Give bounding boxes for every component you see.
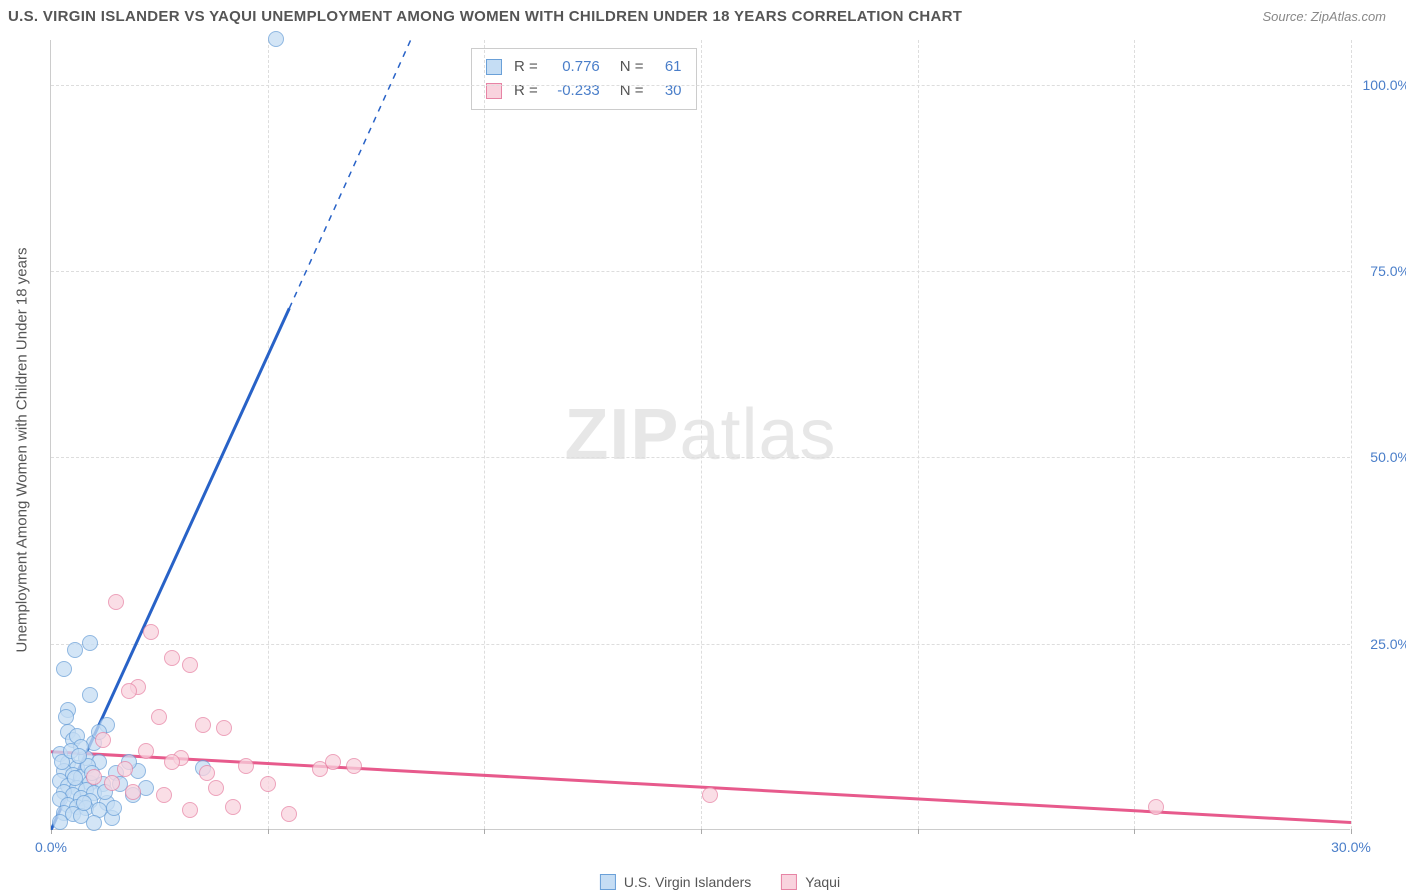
data-point <box>260 776 276 792</box>
data-point <box>117 761 133 777</box>
data-point <box>1148 799 1164 815</box>
stat-r-value: 0.776 <box>546 55 600 79</box>
stat-r-label: R = <box>514 79 538 103</box>
data-point <box>281 806 297 822</box>
x-tick-mark <box>918 829 919 834</box>
x-tick-mark <box>51 829 52 834</box>
data-point <box>238 758 254 774</box>
data-point <box>268 31 284 47</box>
data-point <box>82 687 98 703</box>
legend-item: U.S. Virgin Islanders <box>600 874 751 890</box>
x-tick-mark <box>484 829 485 834</box>
gridline-vertical <box>701 40 702 829</box>
y-tick-label: 50.0% <box>1370 449 1406 465</box>
data-point <box>71 748 87 764</box>
x-tick-mark <box>1134 829 1135 834</box>
chart-source: Source: ZipAtlas.com <box>1262 9 1386 24</box>
x-tick-label: 0.0% <box>35 839 67 855</box>
stats-row: R = -0.233 N = 30 <box>486 79 682 103</box>
legend-swatch <box>781 874 797 890</box>
data-point <box>182 657 198 673</box>
data-point <box>86 815 102 831</box>
data-point <box>702 787 718 803</box>
data-point <box>143 624 159 640</box>
stat-n-value: 61 <box>652 55 682 79</box>
gridline-vertical <box>1134 40 1135 829</box>
data-point <box>208 780 224 796</box>
y-tick-label: 75.0% <box>1370 263 1406 279</box>
legend-label: Yaqui <box>805 874 840 890</box>
x-tick-label: 30.0% <box>1331 839 1371 855</box>
data-point <box>156 787 172 803</box>
stats-row: R = 0.776 N = 61 <box>486 55 682 79</box>
series-legend: U.S. Virgin Islanders Yaqui <box>600 874 840 890</box>
data-point <box>76 795 92 811</box>
data-point <box>86 769 102 785</box>
data-point <box>182 802 198 818</box>
data-point <box>95 732 111 748</box>
y-tick-label: 100.0% <box>1363 77 1406 93</box>
data-point <box>346 758 362 774</box>
data-point <box>82 635 98 651</box>
data-point <box>52 814 68 830</box>
data-point <box>106 800 122 816</box>
data-point <box>56 661 72 677</box>
legend-item: Yaqui <box>781 874 840 890</box>
data-point <box>108 594 124 610</box>
data-point <box>151 709 167 725</box>
gridline-vertical <box>268 40 269 829</box>
data-point <box>164 650 180 666</box>
data-point <box>199 765 215 781</box>
data-point <box>216 720 232 736</box>
data-point <box>225 799 241 815</box>
y-tick-label: 25.0% <box>1370 636 1406 652</box>
gridline-vertical <box>484 40 485 829</box>
stat-n-label: N = <box>620 79 644 103</box>
stat-n-value: 30 <box>652 79 682 103</box>
data-point <box>121 683 137 699</box>
legend-swatch <box>600 874 616 890</box>
chart-title: U.S. VIRGIN ISLANDER VS YAQUI UNEMPLOYME… <box>8 8 962 25</box>
stat-r-value: -0.233 <box>546 79 600 103</box>
legend-label: U.S. Virgin Islanders <box>624 874 751 890</box>
gridline-vertical <box>918 40 919 829</box>
data-point <box>125 784 141 800</box>
chart-header: U.S. VIRGIN ISLANDER VS YAQUI UNEMPLOYME… <box>0 0 1406 33</box>
y-axis-label: Unemployment Among Women with Children U… <box>14 248 31 653</box>
data-point <box>138 743 154 759</box>
scatter-plot: ZIPatlas R =0.776N =61R =-0.233N =30 25.… <box>50 40 1350 830</box>
stat-r-label: R = <box>514 55 538 79</box>
data-point <box>164 754 180 770</box>
x-tick-mark <box>268 829 269 834</box>
data-point <box>58 709 74 725</box>
x-tick-mark <box>1351 829 1352 834</box>
data-point <box>195 717 211 733</box>
stat-n-label: N = <box>620 55 644 79</box>
data-point <box>325 754 341 770</box>
stats-legend-box: R = 0.776 N = 61 R = -0.233 N = 30 <box>471 48 697 110</box>
gridline-vertical <box>1351 40 1352 829</box>
data-point <box>67 770 83 786</box>
data-point <box>67 642 83 658</box>
chart-area: Unemployment Among Women with Children U… <box>50 40 1390 860</box>
series-swatch <box>486 59 502 75</box>
data-point <box>104 775 120 791</box>
x-tick-mark <box>701 829 702 834</box>
